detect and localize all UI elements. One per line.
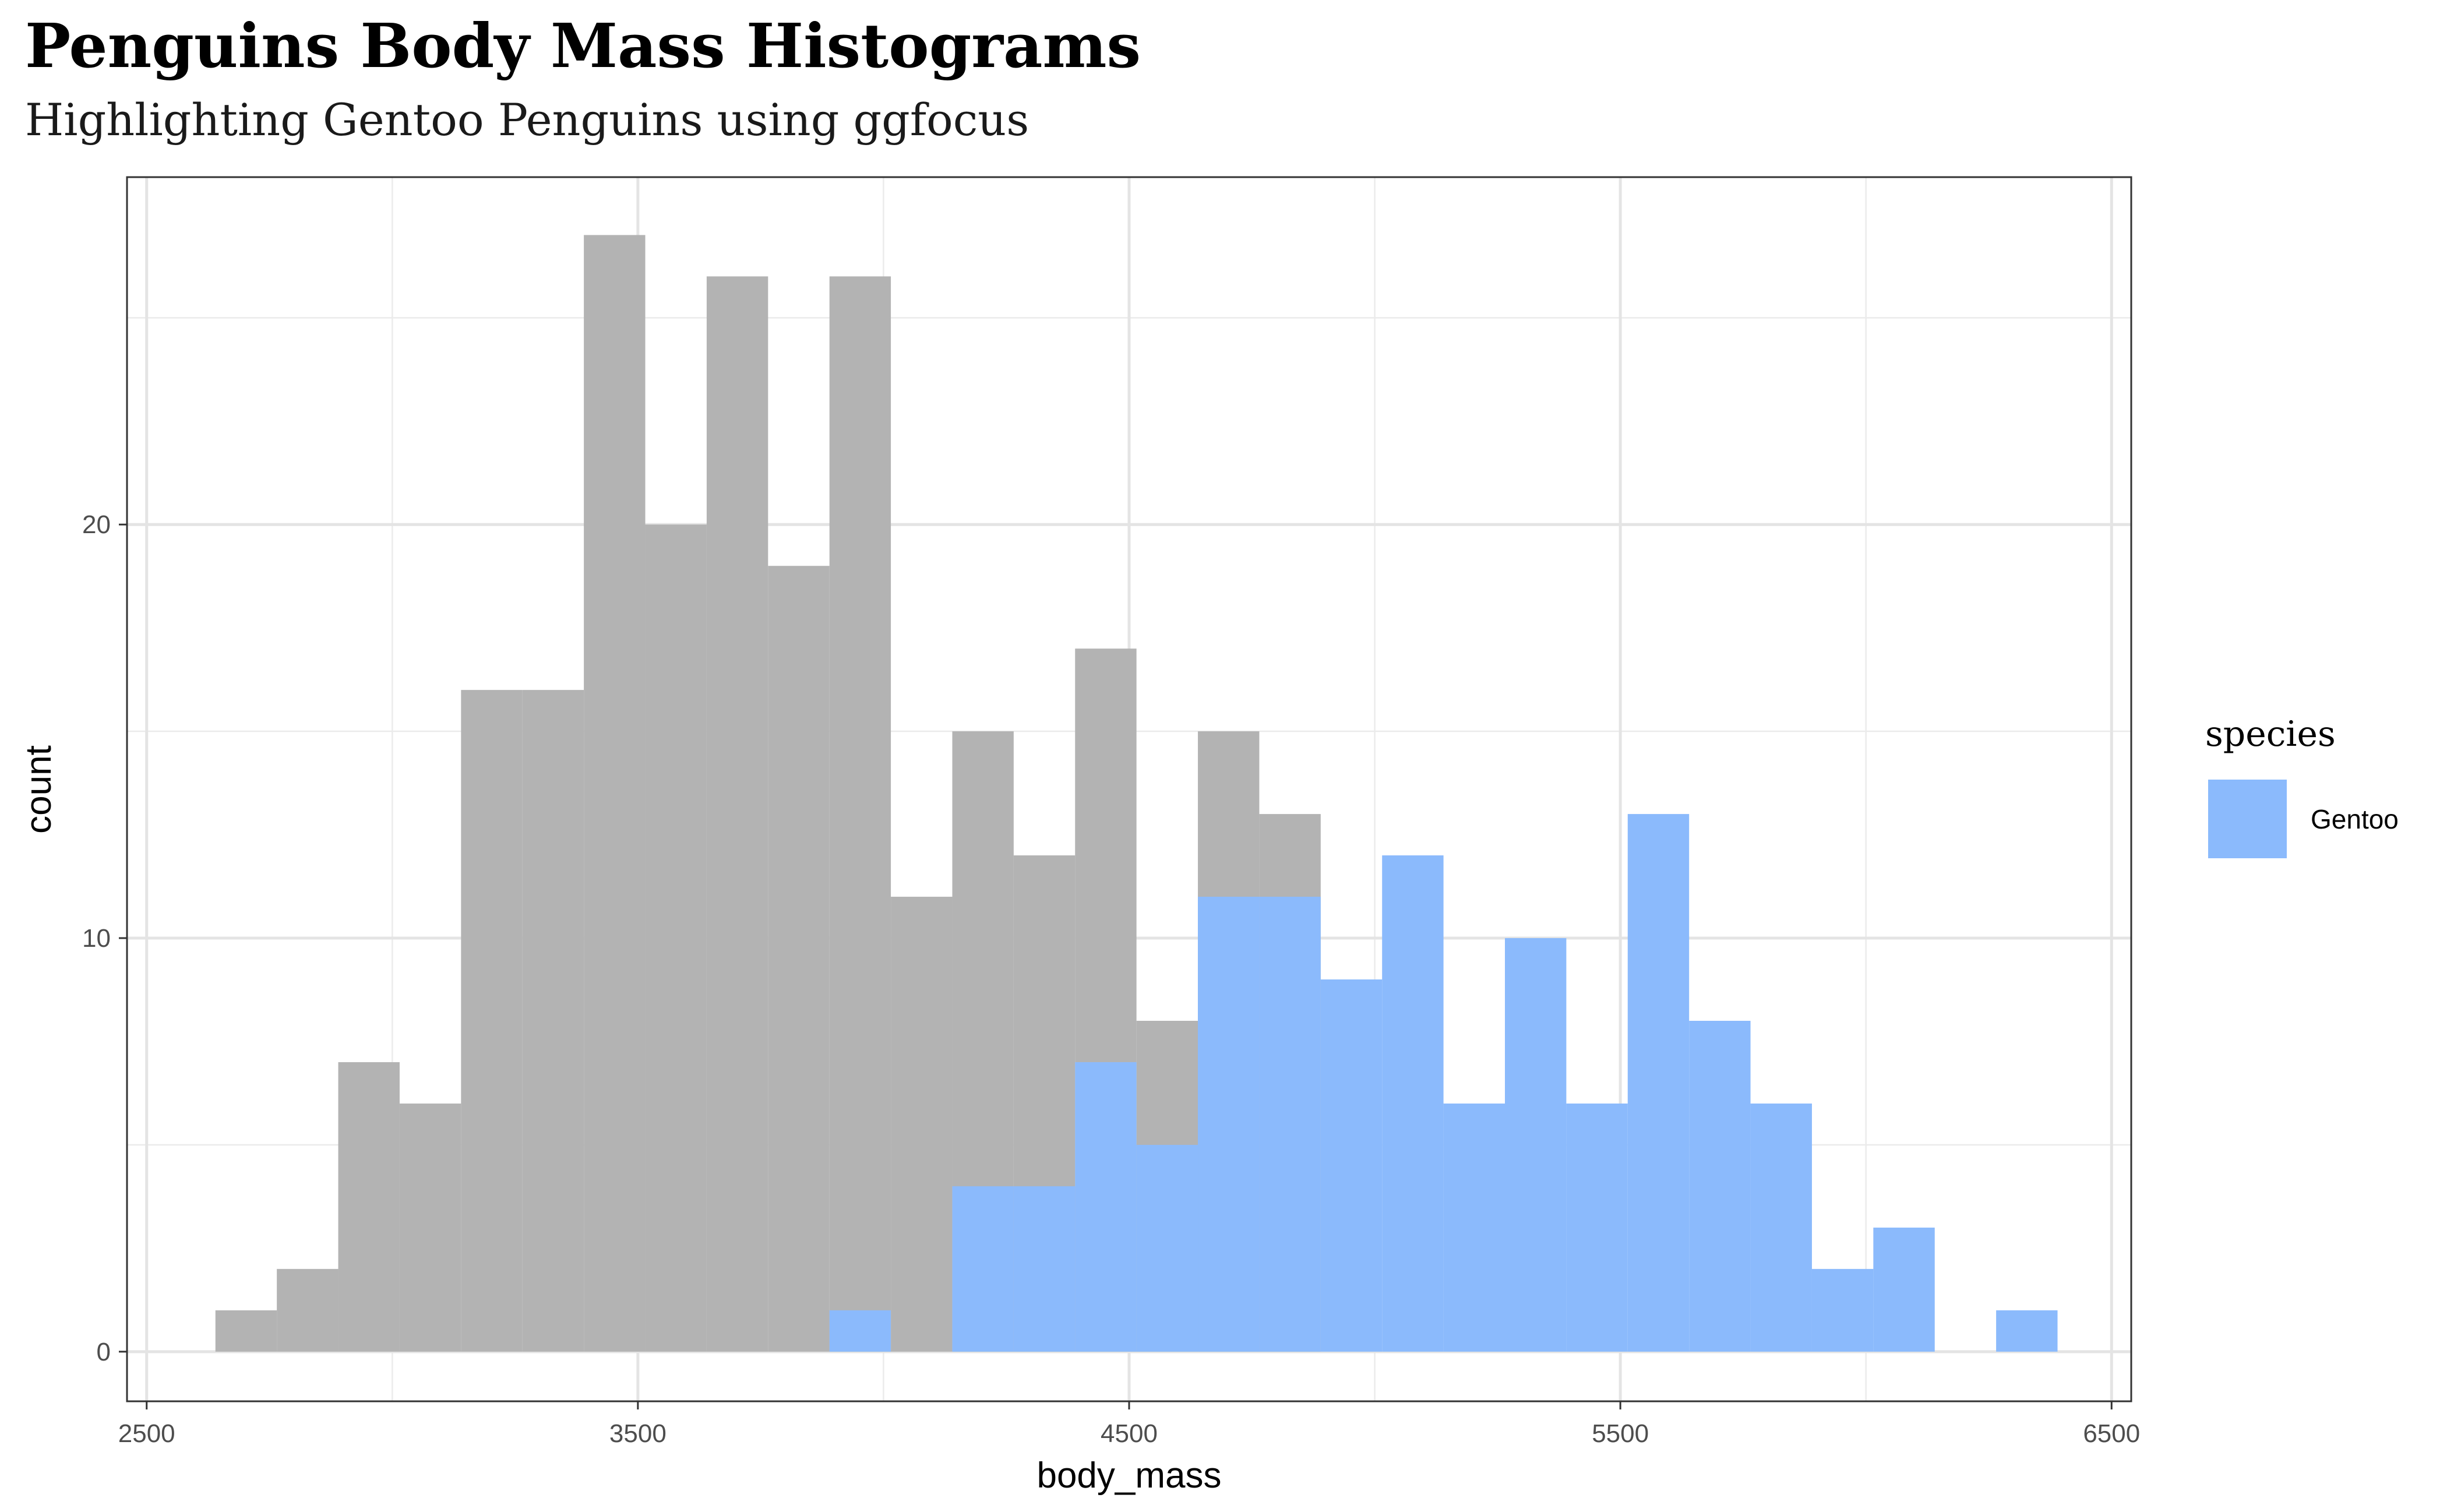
histogram-bar-other [584,235,646,1352]
legend-title: species [2205,714,2336,755]
histogram-bar-gentoo [1443,1103,1505,1352]
histogram-bar-gentoo [1013,1186,1076,1352]
histogram-bar-other [215,1310,277,1352]
histogram-bar-gentoo [1259,897,1321,1352]
histogram-bar-gentoo [1198,897,1260,1352]
legend: species Gentoo [2205,714,2399,858]
histogram-bar-other [522,690,584,1352]
y-tick-label: 10 [82,924,111,953]
histogram-bar-other [399,1103,461,1352]
histogram-bar-gentoo [829,1310,891,1352]
legend-key-gentoo [2208,780,2287,858]
histogram-bars [215,235,2058,1352]
chart-title: Penguins Body Mass Histograms [25,10,1141,82]
x-tick-label: 3500 [609,1419,667,1448]
histogram-bar-other [891,897,953,1352]
histogram-bar-gentoo [1627,814,1690,1352]
histogram-bar-other [829,276,891,1352]
x-tick-label: 4500 [1101,1419,1158,1448]
histogram-bar-gentoo [1873,1227,1935,1352]
histogram-bar-gentoo [1689,1020,1751,1352]
histogram-bar-gentoo [952,1186,1014,1352]
histogram-bar-other [461,690,523,1352]
y-tick-label: 0 [97,1338,111,1366]
histogram-bar-gentoo [1750,1103,1812,1352]
histogram-bar-gentoo [1320,979,1383,1352]
x-axis: 2500 3500 4500 5500 6500 [118,1401,2140,1448]
histogram-bar-other [338,1062,400,1352]
plot-panel [126,176,2132,1402]
histogram-bar-gentoo [1996,1310,2058,1352]
histogram-bar-gentoo [1566,1103,1628,1352]
legend-label-gentoo: Gentoo [2311,804,2399,834]
x-axis-title: body_mass [1036,1455,1221,1496]
y-axis-title: count [19,745,59,834]
chart-subtitle: Highlighting Gentoo Penguins using ggfoc… [25,94,1029,146]
y-axis: 0 10 20 [82,510,127,1366]
x-tick-label: 5500 [1592,1419,1649,1448]
histogram-bar-other [277,1268,339,1352]
gentoo-bars [829,814,2058,1352]
histogram-bar-gentoo [1811,1268,1874,1352]
histogram-bar-gentoo [1382,855,1444,1352]
histogram-bar-other [706,276,768,1352]
histogram-bar-gentoo [1505,938,1567,1352]
histogram-bar-gentoo [1136,1144,1198,1352]
x-tick-label: 2500 [118,1419,175,1448]
histogram-bar-gentoo [1075,1062,1137,1352]
y-tick-label: 20 [82,510,111,539]
histogram-bar-other [768,566,830,1352]
histogram-bar-other [645,524,707,1352]
x-tick-label: 6500 [2083,1419,2140,1448]
